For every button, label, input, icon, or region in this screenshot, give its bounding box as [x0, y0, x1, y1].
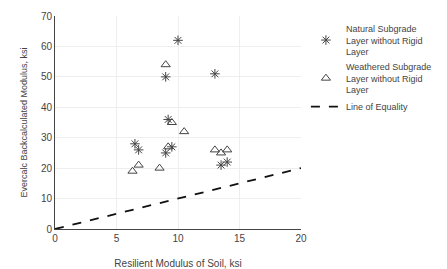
svg-text:40: 40	[41, 102, 53, 113]
svg-text:5: 5	[114, 233, 120, 244]
svg-text:0: 0	[52, 233, 58, 244]
svg-text:20: 20	[41, 163, 53, 174]
svg-text:10: 10	[41, 193, 53, 204]
svg-text:60: 60	[41, 41, 53, 52]
svg-text:70: 70	[41, 11, 53, 22]
svg-text:20: 20	[295, 233, 307, 244]
svg-text:15: 15	[234, 233, 246, 244]
svg-text:Evercalc Backcalculated Modulu: Evercalc Backcalculated Modulus, ksi	[19, 47, 29, 197]
svg-text:Line of Equality: Line of Equality	[346, 102, 408, 112]
svg-text:0: 0	[46, 224, 52, 235]
svg-text:10: 10	[172, 233, 184, 244]
svg-text:Natural SubgradeLayer without: Natural SubgradeLayer without RigidLayer	[346, 24, 423, 57]
svg-text:30: 30	[41, 132, 53, 143]
svg-text:Weathered SubgradeLayer withou: Weathered SubgradeLayer without RigidLay…	[346, 62, 431, 95]
svg-text:50: 50	[41, 71, 53, 82]
svg-text:Resilient Modulus of Soil, ksi: Resilient Modulus of Soil, ksi	[114, 258, 241, 269]
